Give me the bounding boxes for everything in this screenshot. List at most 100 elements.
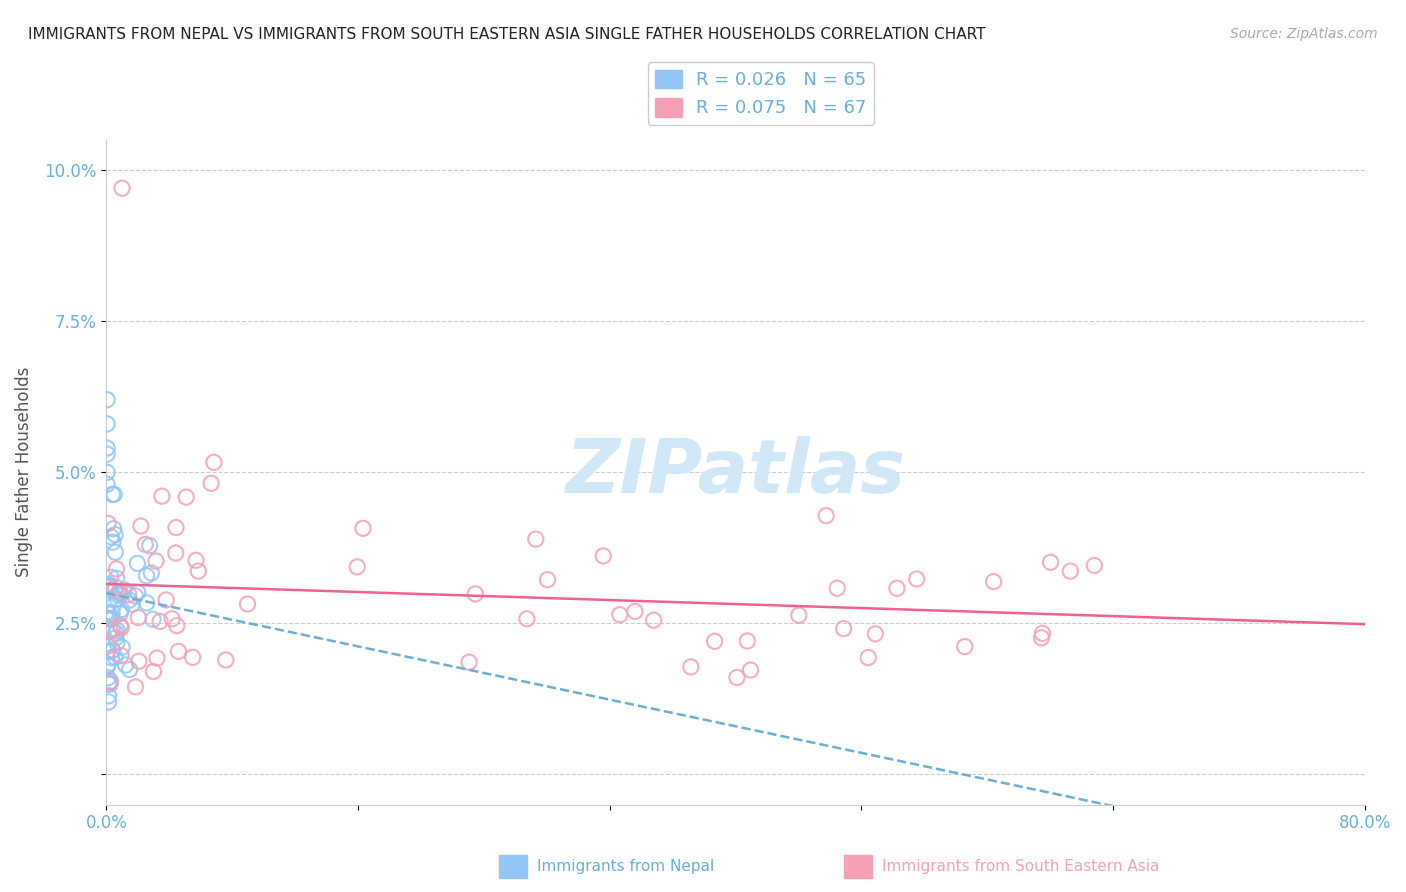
- Point: [184, 553, 207, 567]
- Point: [98, 607, 121, 621]
- Point: [815, 508, 838, 523]
- Point: [100, 570, 122, 584]
- Point: [101, 606, 124, 620]
- Point: [128, 654, 150, 668]
- Point: [100, 674, 122, 689]
- Point: [108, 584, 131, 599]
- Point: [352, 521, 374, 535]
- Point: [101, 643, 124, 657]
- Point: [1059, 564, 1081, 578]
- Point: [138, 539, 160, 553]
- Point: [236, 597, 259, 611]
- Point: [150, 489, 173, 503]
- Point: [108, 607, 131, 621]
- Point: [100, 530, 122, 544]
- Point: [166, 618, 188, 632]
- Point: [105, 562, 128, 576]
- Point: [124, 680, 146, 694]
- Point: [146, 651, 169, 665]
- Point: [107, 592, 129, 607]
- Legend: R = 0.026   N = 65, R = 0.075   N = 67: R = 0.026 N = 65, R = 0.075 N = 67: [648, 62, 875, 125]
- Point: [187, 564, 209, 578]
- Point: [135, 568, 157, 582]
- Point: [110, 618, 132, 632]
- Point: [703, 634, 725, 648]
- Point: [165, 520, 187, 534]
- Point: [112, 582, 135, 597]
- Point: [118, 588, 141, 602]
- Point: [104, 527, 127, 541]
- Text: Source: ZipAtlas.com: Source: ZipAtlas.com: [1230, 27, 1378, 41]
- Point: [142, 665, 165, 679]
- Point: [524, 532, 547, 546]
- Point: [98, 624, 121, 638]
- Point: [624, 604, 647, 618]
- Point: [105, 624, 128, 638]
- Point: [215, 653, 238, 667]
- Point: [536, 573, 558, 587]
- Point: [111, 640, 134, 655]
- Text: Immigrants from South Eastern Asia: Immigrants from South Eastern Asia: [882, 859, 1159, 873]
- Point: [886, 581, 908, 595]
- Text: IMMIGRANTS FROM NEPAL VS IMMIGRANTS FROM SOUTH EASTERN ASIA SINGLE FATHER HOUSEH: IMMIGRANTS FROM NEPAL VS IMMIGRANTS FROM…: [28, 27, 986, 42]
- Point: [97, 657, 120, 672]
- Point: [1083, 558, 1105, 573]
- Point: [101, 535, 124, 549]
- Point: [100, 583, 122, 598]
- Point: [124, 589, 146, 603]
- Point: [865, 627, 887, 641]
- Point: [200, 476, 222, 491]
- Point: [104, 631, 127, 645]
- Point: [101, 643, 124, 657]
- Point: [118, 663, 141, 677]
- Point: [96, 477, 118, 491]
- Point: [787, 608, 810, 623]
- Point: [142, 612, 165, 626]
- Y-axis label: Single Father Households: Single Father Households: [15, 368, 32, 577]
- Point: [160, 612, 183, 626]
- Point: [679, 660, 702, 674]
- Point: [464, 587, 486, 601]
- Point: [725, 671, 748, 685]
- Point: [103, 583, 125, 598]
- Point: [134, 537, 156, 551]
- Point: [98, 677, 121, 691]
- Point: [97, 612, 120, 626]
- Point: [96, 605, 118, 619]
- Point: [1031, 631, 1053, 645]
- Point: [105, 571, 128, 585]
- Point: [104, 580, 127, 594]
- Point: [832, 622, 855, 636]
- Point: [103, 599, 125, 613]
- Point: [516, 612, 538, 626]
- Point: [458, 655, 481, 669]
- Point: [609, 607, 631, 622]
- Point: [97, 639, 120, 653]
- Point: [643, 613, 665, 627]
- Point: [96, 392, 118, 407]
- Point: [103, 522, 125, 536]
- Point: [114, 658, 136, 673]
- Point: [953, 640, 976, 654]
- Point: [856, 650, 879, 665]
- Point: [100, 613, 122, 627]
- Point: [1039, 555, 1062, 569]
- Point: [110, 648, 132, 663]
- Point: [97, 658, 120, 673]
- Point: [96, 578, 118, 592]
- Point: [97, 516, 120, 531]
- Point: [110, 621, 132, 635]
- Point: [108, 585, 131, 599]
- Point: [110, 602, 132, 616]
- Point: [104, 625, 127, 640]
- Point: [174, 490, 197, 504]
- Point: [101, 623, 124, 637]
- Point: [104, 545, 127, 559]
- Point: [905, 572, 928, 586]
- Point: [97, 577, 120, 591]
- Point: [145, 554, 167, 568]
- Point: [346, 559, 368, 574]
- Point: [107, 588, 129, 602]
- Point: [101, 611, 124, 625]
- Text: Immigrants from Nepal: Immigrants from Nepal: [537, 859, 714, 873]
